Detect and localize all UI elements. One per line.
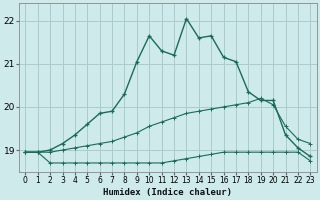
X-axis label: Humidex (Indice chaleur): Humidex (Indice chaleur) [103,188,232,197]
